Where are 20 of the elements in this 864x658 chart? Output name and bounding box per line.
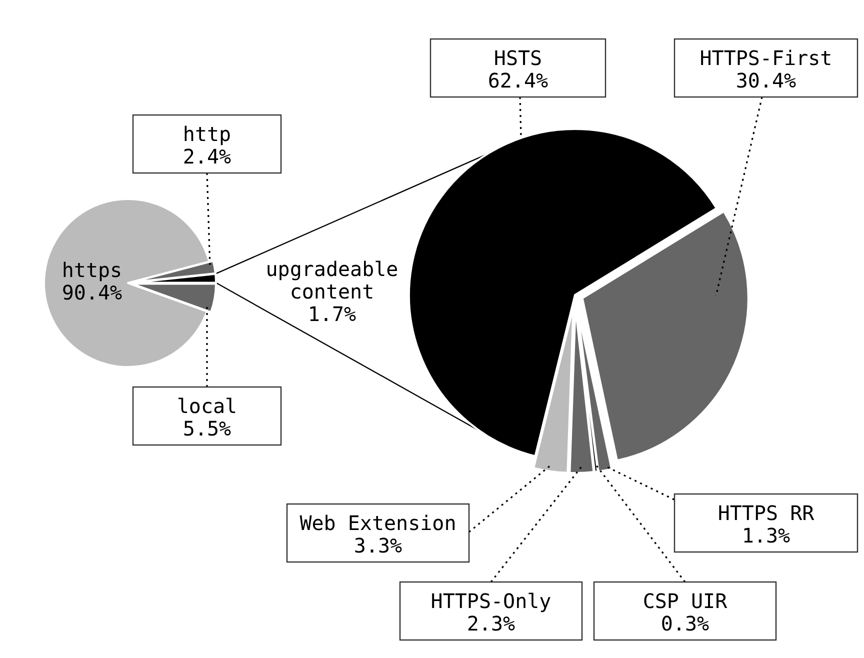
data-label: 1.3% [742,524,790,548]
slice-label: HTTPS RR [718,501,816,525]
slice-label: HTTPS-Only [430,589,552,613]
data-label: 90.4% [62,280,122,304]
slice-label: HTTPS-First [700,46,832,70]
data-label: 2.4% [182,144,232,168]
slice-label: HSTS [494,46,542,70]
data-label: 30.4% [736,68,796,92]
data-label: 1.7% [308,302,356,326]
slice-label: upgradeable content [266,257,398,304]
data-label: 2.3% [466,612,516,636]
slice-label: https [62,258,122,282]
data-label: 0.3% [660,612,710,636]
slice-label: local [176,394,238,418]
data-label: 62.4% [488,68,548,92]
slice-label: Web Extension [300,511,456,535]
data-label: 5.5% [182,416,232,440]
slice-label: http [182,122,232,146]
slice-label: CSP UIR [642,589,728,613]
data-label: 3.3% [354,534,402,558]
